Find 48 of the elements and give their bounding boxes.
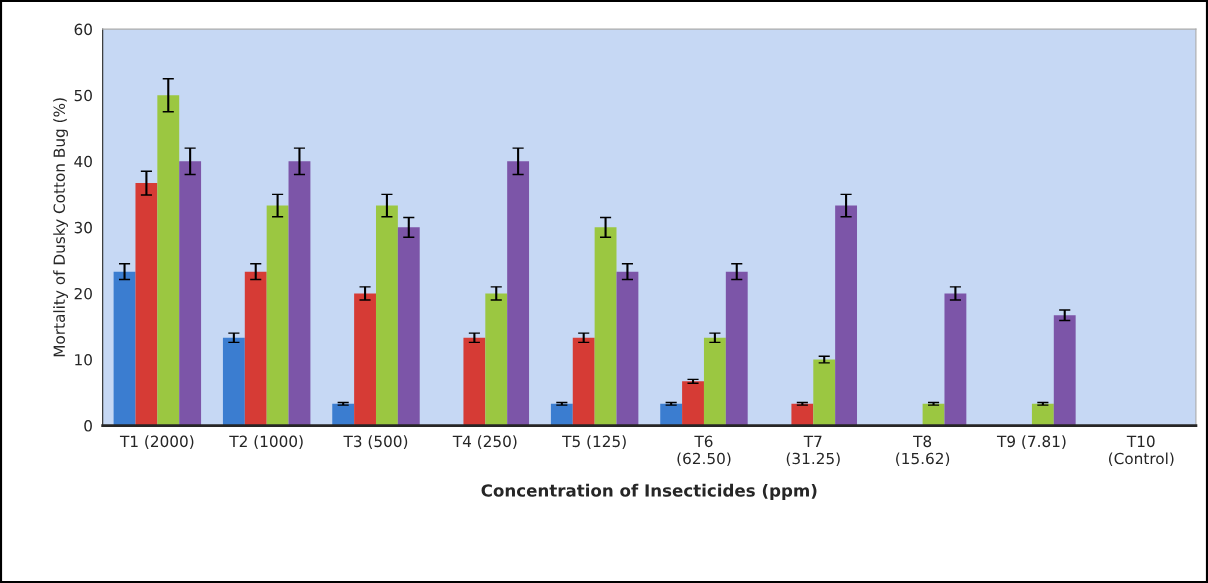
bar: [944, 293, 967, 426]
bar: [550, 403, 573, 426]
y-tick-label: 50: [74, 89, 92, 102]
bar: [135, 183, 158, 426]
bar: [244, 271, 267, 426]
bar: [791, 403, 814, 426]
bar: [1031, 403, 1054, 426]
bar: [725, 271, 748, 426]
x-axis-title: Concentration of Insecticides (ppm): [481, 483, 817, 500]
bar: [397, 227, 420, 426]
bar: [1053, 315, 1076, 426]
y-tick-label: 60: [74, 23, 92, 36]
bar: [572, 337, 595, 426]
bar: [222, 337, 245, 426]
x-tick-label: T9 (7.81): [996, 435, 1066, 449]
bar: [288, 161, 311, 426]
x-tick-label: T10 (Control): [1109, 435, 1174, 467]
x-tick-label: T5 (125): [562, 435, 626, 449]
y-axis-title: Mortality of Dusky Cotton Bug (%): [53, 98, 68, 357]
bar: [354, 293, 376, 426]
y-tick-label: 20: [74, 287, 92, 300]
y-tick-label: 40: [74, 155, 92, 168]
x-tick-label: T8 (15.62): [896, 435, 950, 467]
bar: [507, 161, 530, 426]
bar: [703, 337, 726, 426]
bar: [157, 95, 180, 426]
bar: [375, 205, 398, 426]
y-tick-label: 10: [75, 353, 92, 366]
x-tick-label: T6 (62.50): [677, 435, 731, 467]
bar: [179, 161, 202, 426]
y-tick-label: 30: [74, 221, 92, 234]
bar: [463, 337, 486, 426]
x-tick-label: T4 (250): [452, 435, 517, 449]
x-tick-label: T7 (31.25): [786, 435, 840, 467]
bar: [485, 293, 508, 426]
bar: [332, 403, 355, 426]
bar: [616, 271, 639, 426]
bar: [660, 403, 683, 426]
bar: [835, 205, 858, 426]
bar: [266, 205, 289, 426]
x-tick-label: T1 (2000): [119, 435, 194, 449]
bar: [594, 227, 617, 426]
bar: [813, 359, 836, 426]
y-tick-label: 0: [84, 420, 92, 432]
x-tick-label: T2 (1000): [229, 435, 303, 449]
bar: [113, 271, 136, 426]
bar: [682, 381, 704, 426]
x-tick-label: T3 (500): [343, 435, 408, 449]
